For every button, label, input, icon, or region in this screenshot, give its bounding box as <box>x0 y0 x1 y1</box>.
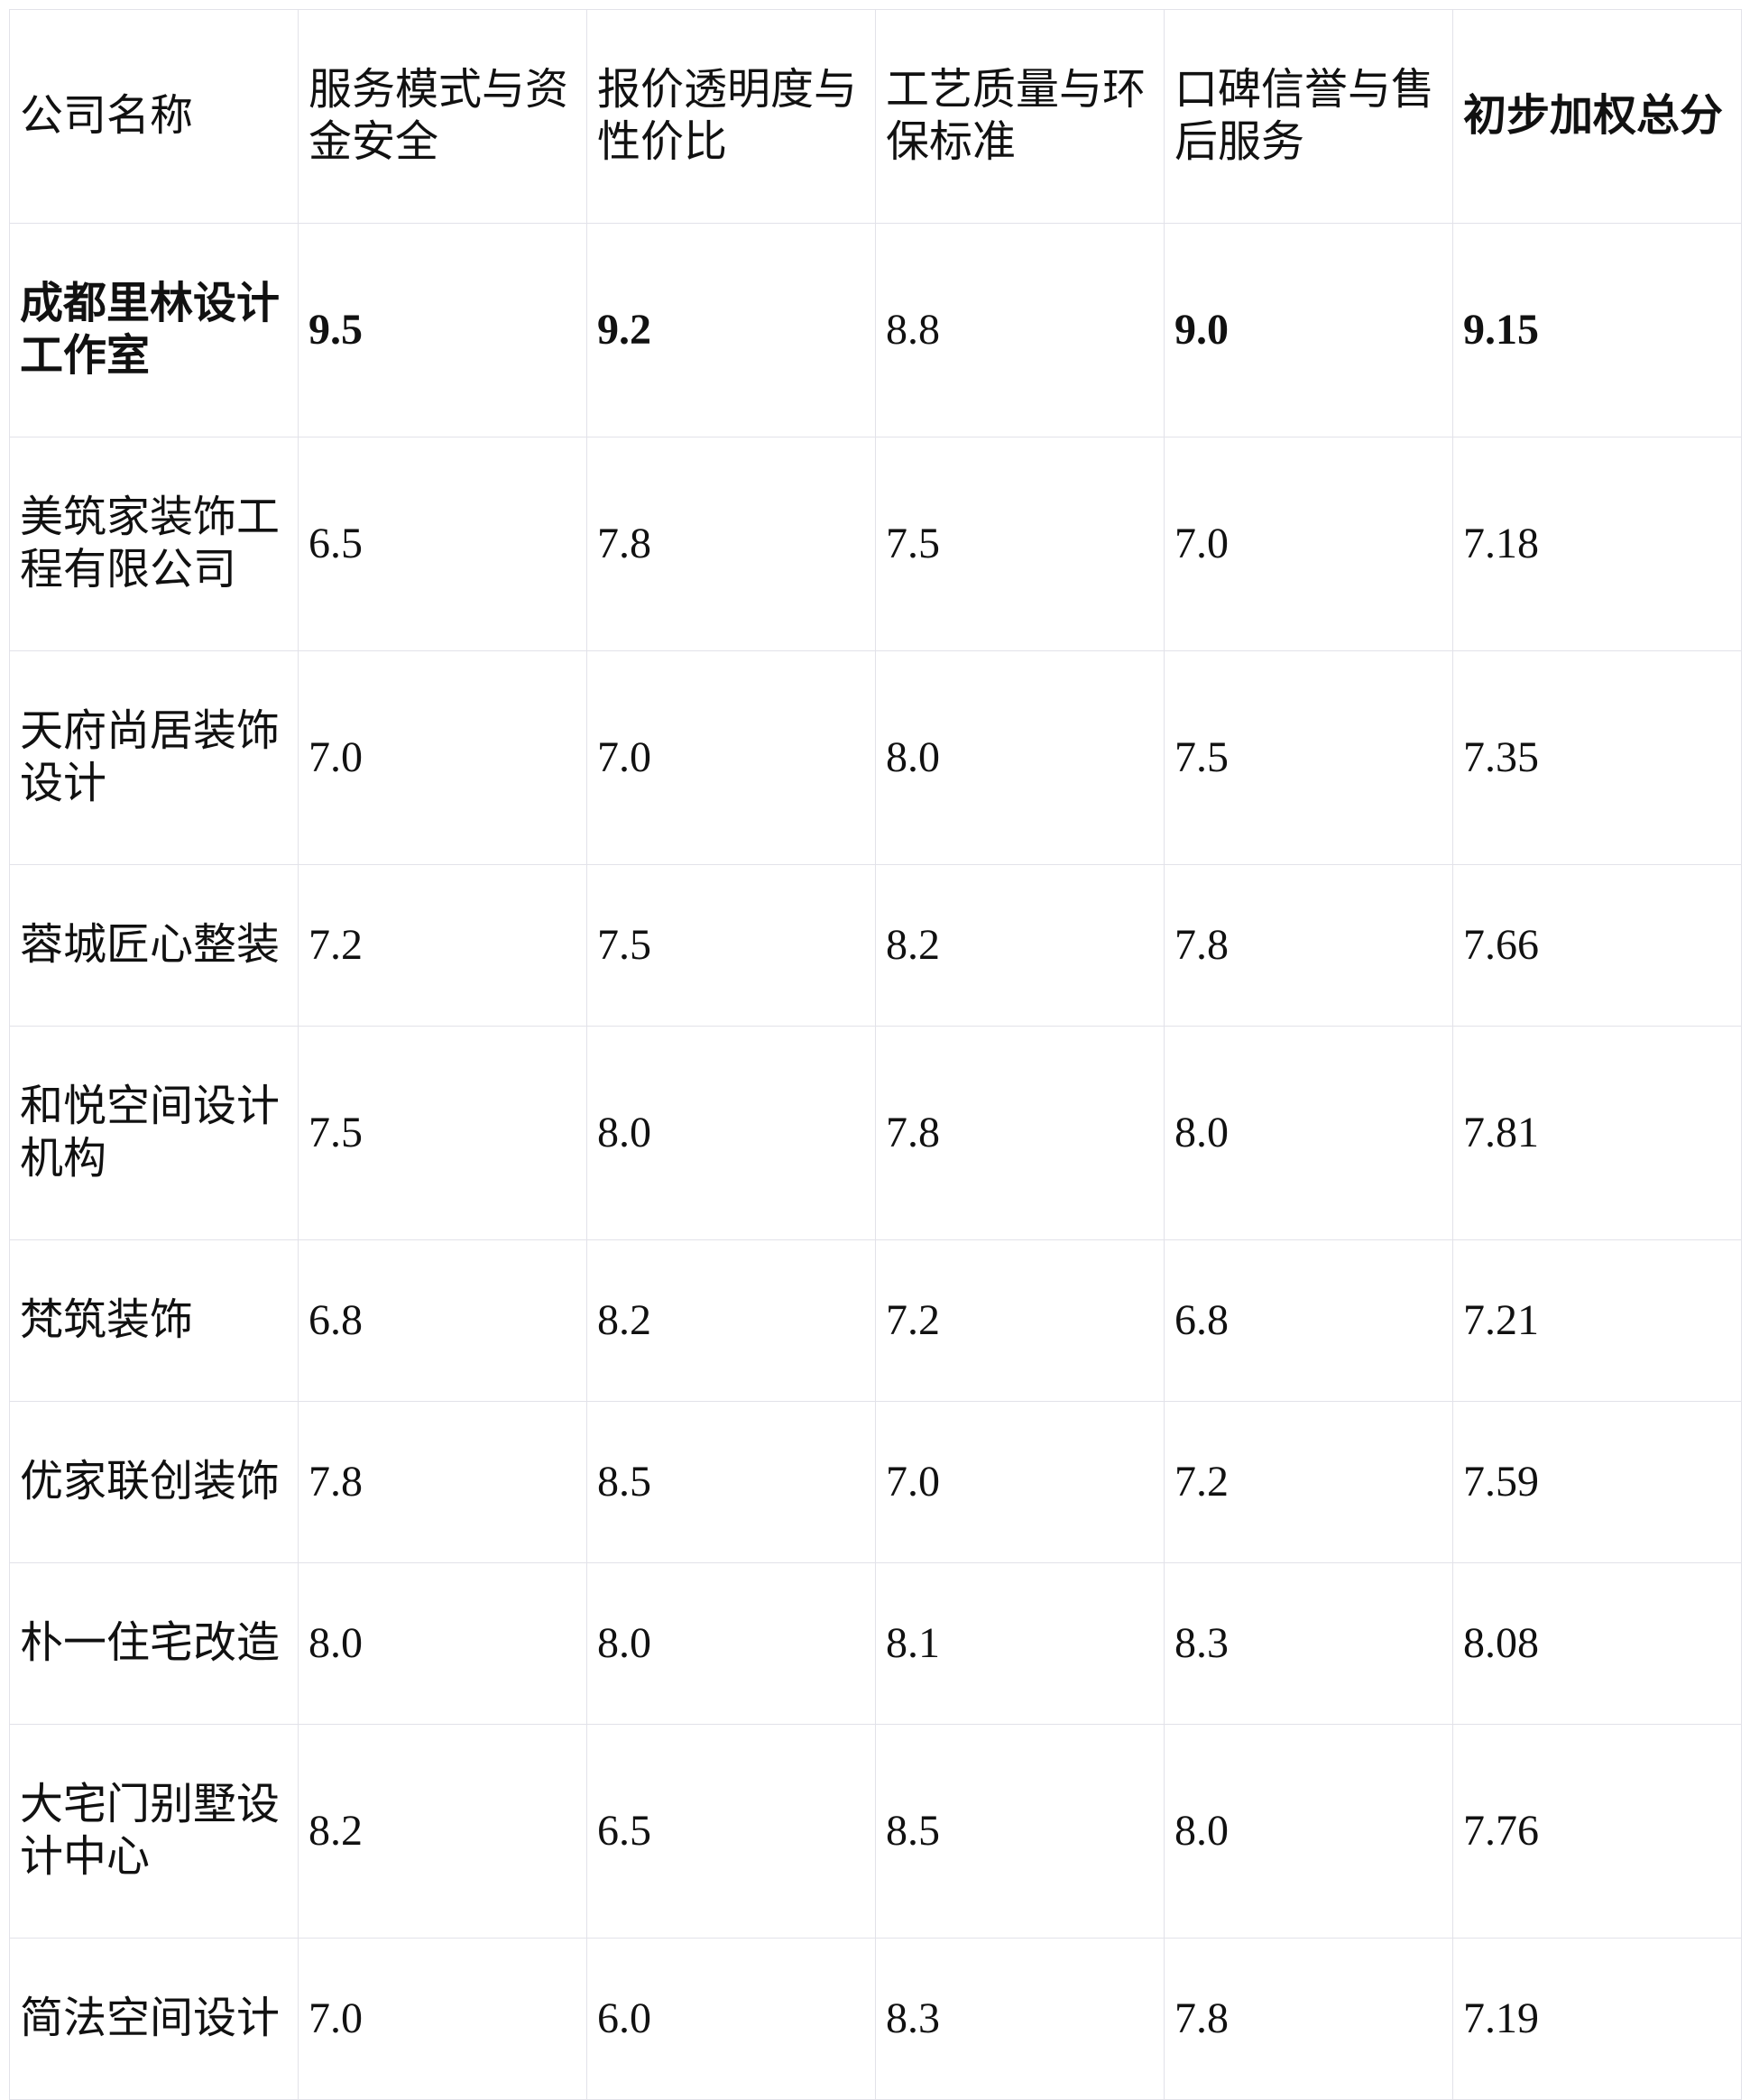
table-row: 朴一住宅改造 8.0 8.0 8.1 8.3 8.08 <box>9 1562 1742 1725</box>
column-header-craft-quality-eco-standard: 工艺质量与环 保标准 <box>875 9 1165 224</box>
score-cell: 7.2 <box>1164 1401 1453 1563</box>
score-cell: 7.5 <box>298 1026 587 1240</box>
company-name-cell: 天府尚居装饰 设计 <box>9 650 299 865</box>
table-row: 蓉城匠心整装 7.2 7.5 8.2 7.8 7.66 <box>9 864 1742 1027</box>
score-cell: 8.8 <box>875 223 1165 438</box>
company-name-cell: 梵筑装饰 <box>9 1239 299 1402</box>
score-cell: 7.8 <box>586 437 876 651</box>
score-cell: 7.8 <box>1164 864 1453 1027</box>
score-cell: 7.8 <box>875 1026 1165 1240</box>
score-cell: 8.0 <box>298 1562 587 1725</box>
score-cell: 8.0 <box>1164 1724 1453 1939</box>
score-cell: 7.0 <box>586 650 876 865</box>
score-cell: 7.19 <box>1452 1938 1742 2100</box>
column-header-service-model-fund-safety: 服务模式与资 金安全 <box>298 9 587 224</box>
score-cell: 8.0 <box>1164 1026 1453 1240</box>
header-row: 公司名称 服务模式与资 金安全 报价透明度与 性价比 工艺质量与环 保标准 口碑… <box>9 9 1742 224</box>
column-header-weighted-total-score: 初步加权总分 <box>1452 9 1742 224</box>
score-cell: 7.59 <box>1452 1401 1742 1563</box>
score-cell: 9.2 <box>586 223 876 438</box>
score-cell: 7.66 <box>1452 864 1742 1027</box>
score-cell: 7.21 <box>1452 1239 1742 1402</box>
table-row: 美筑家装饰工 程有限公司 6.5 7.8 7.5 7.0 7.18 <box>9 437 1742 651</box>
score-cell: 7.8 <box>298 1401 587 1563</box>
table-row: 大宅门别墅设 计中心 8.2 6.5 8.5 8.0 7.76 <box>9 1724 1742 1939</box>
company-name-cell: 简法空间设计 <box>9 1938 299 2100</box>
score-cell: 8.2 <box>298 1724 587 1939</box>
score-cell: 9.0 <box>1164 223 1453 438</box>
table-row: 梵筑装饰 6.8 8.2 7.2 6.8 7.21 <box>9 1239 1742 1402</box>
score-cell: 6.8 <box>298 1239 587 1402</box>
table-row: 和悦空间设计 机构 7.5 8.0 7.8 8.0 7.81 <box>9 1026 1742 1240</box>
score-cell: 7.8 <box>1164 1938 1453 2100</box>
table-row: 简法空间设计 7.0 6.0 8.3 7.8 7.19 <box>9 1938 1742 2100</box>
score-cell: 8.0 <box>586 1562 876 1725</box>
score-cell: 7.0 <box>875 1401 1165 1563</box>
score-cell: 7.2 <box>875 1239 1165 1402</box>
score-cell: 6.5 <box>298 437 587 651</box>
score-cell: 8.3 <box>1164 1562 1453 1725</box>
score-cell: 8.2 <box>586 1239 876 1402</box>
score-cell: 8.5 <box>586 1401 876 1563</box>
score-cell: 8.3 <box>875 1938 1165 2100</box>
table-header: 公司名称 服务模式与资 金安全 报价透明度与 性价比 工艺质量与环 保标准 口碑… <box>9 9 1742 224</box>
score-cell: 7.81 <box>1452 1026 1742 1240</box>
column-header-reputation-aftersales: 口碑信誉与售 后服务 <box>1164 9 1453 224</box>
evaluation-table: 公司名称 服务模式与资 金安全 报价透明度与 性价比 工艺质量与环 保标准 口碑… <box>9 9 1742 2100</box>
company-name-cell: 和悦空间设计 机构 <box>9 1026 299 1240</box>
table-row: 优家联创装饰 7.8 8.5 7.0 7.2 7.59 <box>9 1401 1742 1563</box>
score-cell: 7.0 <box>298 650 587 865</box>
company-name-cell: 朴一住宅改造 <box>9 1562 299 1725</box>
score-cell: 9.5 <box>298 223 587 438</box>
column-header-quote-transparency-value: 报价透明度与 性价比 <box>586 9 876 224</box>
company-name-cell: 蓉城匠心整装 <box>9 864 299 1027</box>
table-row: 成都里林设计 工作室 9.5 9.2 8.8 9.0 9.15 <box>9 223 1742 438</box>
score-cell: 6.0 <box>586 1938 876 2100</box>
score-cell: 7.2 <box>298 864 587 1027</box>
score-cell: 8.5 <box>875 1724 1165 1939</box>
score-cell: 7.18 <box>1452 437 1742 651</box>
score-cell: 7.35 <box>1452 650 1742 865</box>
score-cell: 7.76 <box>1452 1724 1742 1939</box>
company-name-cell: 美筑家装饰工 程有限公司 <box>9 437 299 651</box>
score-cell: 7.0 <box>1164 437 1453 651</box>
score-cell: 8.2 <box>875 864 1165 1027</box>
table-row: 天府尚居装饰 设计 7.0 7.0 8.0 7.5 7.35 <box>9 650 1742 865</box>
score-cell: 6.5 <box>586 1724 876 1939</box>
score-cell: 8.08 <box>1452 1562 1742 1725</box>
score-cell: 7.5 <box>586 864 876 1027</box>
column-header-company-name: 公司名称 <box>9 9 299 224</box>
score-cell: 9.15 <box>1452 223 1742 438</box>
score-cell: 8.0 <box>875 650 1165 865</box>
score-cell: 7.0 <box>298 1938 587 2100</box>
company-name-cell: 优家联创装饰 <box>9 1401 299 1563</box>
score-cell: 7.5 <box>1164 650 1453 865</box>
table-body: 成都里林设计 工作室 9.5 9.2 8.8 9.0 9.15 美筑家装饰工 程有限公司 6.… <box>9 223 1742 2100</box>
score-cell: 8.0 <box>586 1026 876 1240</box>
company-name-cell: 大宅门别墅设 计中心 <box>9 1724 299 1939</box>
score-cell: 6.8 <box>1164 1239 1453 1402</box>
company-name-cell: 成都里林设计 工作室 <box>9 223 299 438</box>
score-cell: 8.1 <box>875 1562 1165 1725</box>
score-cell: 7.5 <box>875 437 1165 651</box>
